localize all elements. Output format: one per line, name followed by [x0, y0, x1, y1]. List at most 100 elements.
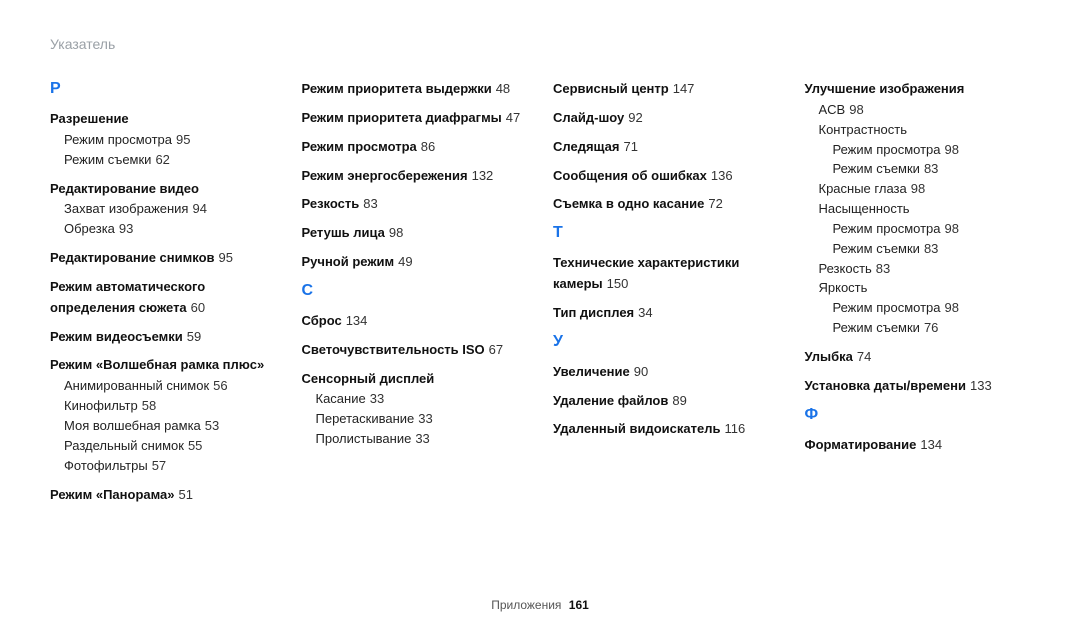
sub-entry-title: Яркость [805, 279, 1031, 298]
sub-entry: Моя волшебная рамка53 [50, 417, 276, 436]
entry-touch-display: Сенсорный дисплей Касание33 Перетаскиван… [302, 370, 528, 449]
index-columns: Р Разрешение Режим просмотра95 Режим съе… [50, 80, 1030, 514]
entry-line: определения сюжета60 [50, 299, 276, 318]
entry-line: Редактирование снимков95 [50, 249, 276, 268]
column-1: Р Разрешение Режим просмотра95 Режим съе… [50, 80, 276, 514]
sub-entry: Режим просмотра95 [50, 131, 276, 150]
entry-line: Режим приоритета диафрагмы47 [302, 109, 528, 128]
entry: Ретушь лица98 [302, 224, 528, 243]
entry-line: Форматирование134 [805, 436, 1031, 455]
entry-line: Сброс134 [302, 312, 528, 331]
entry: Сообщения об ошибках136 [553, 167, 779, 186]
section-letter-r: Р [50, 80, 276, 98]
entry-line: Светочувствительность ISO67 [302, 341, 528, 360]
sub-entry-title: Насыщенность [805, 200, 1031, 219]
page-header: Указатель [50, 36, 1030, 52]
entry-resolution: Разрешение Режим просмотра95 Режим съемк… [50, 110, 276, 170]
entry-video-edit: Редактирование видео Захват изображения9… [50, 180, 276, 240]
entry: Режим энергосбережения132 [302, 167, 528, 186]
sub-entry: Захват изображения94 [50, 200, 276, 219]
entry-title: Режим «Волшебная рамка плюс» [50, 356, 276, 375]
page-footer: Приложения 161 [0, 598, 1080, 612]
entry: Режим приоритета выдержки48 [302, 80, 528, 99]
entry-line: Удаленный видоискатель116 [553, 420, 779, 439]
sub-entry: Режим съемки62 [50, 151, 276, 170]
entry-title: Сенсорный дисплей [302, 370, 528, 389]
sub-entry: Фотофильтры57 [50, 457, 276, 476]
entry: Режим приоритета диафрагмы47 [302, 109, 528, 128]
entry-reset: Сброс134 [302, 312, 528, 331]
entry-line: Установка даты/времени133 [805, 377, 1031, 396]
entry-magic-frame: Режим «Волшебная рамка плюс» Анимированн… [50, 356, 276, 475]
entry-zoom: Увеличение90 [553, 363, 779, 382]
entry-specs: Технические характеристики камеры150 [553, 254, 779, 294]
column-2: Режим приоритета выдержки48 Режим приори… [302, 80, 528, 514]
sub-sub-entry: Режим съемки83 [805, 240, 1031, 259]
entry-line: Режим приоритета выдержки48 [302, 80, 528, 99]
entry: Следящая71 [553, 138, 779, 157]
footer-page-number: 161 [569, 598, 589, 612]
column-4: Улучшение изображения ACB98 Контрастност… [805, 80, 1031, 514]
section-letter-f: Ф [805, 406, 1031, 424]
section-letter-s: С [302, 282, 528, 300]
entry-auto-scene: Режим автоматического определения сюжета… [50, 278, 276, 318]
entry-line: Режим видеосъемки59 [50, 328, 276, 347]
entry: Резкость83 [302, 195, 528, 214]
entry: Сервисный центр147 [553, 80, 779, 99]
sub-sub-entry: Режим просмотра98 [805, 141, 1031, 160]
footer-section: Приложения [491, 598, 561, 612]
entry-line: Тип дисплея34 [553, 304, 779, 323]
entry: Ручной режим49 [302, 253, 528, 272]
sub-entry: Перетаскивание33 [302, 410, 528, 429]
sub-entry: Раздельный снимок55 [50, 437, 276, 456]
sub-sub-entry: Режим съемки76 [805, 319, 1031, 338]
sub-entry-title: Контрастность [805, 121, 1031, 140]
entry-line: Слайд-шоу92 [553, 109, 779, 128]
entry-title: Улучшение изображения [805, 80, 1031, 99]
entry: Режим просмотра86 [302, 138, 528, 157]
sub-entry: Касание33 [302, 390, 528, 409]
entry-format: Форматирование134 [805, 436, 1031, 455]
entry-photo-edit: Редактирование снимков95 [50, 249, 276, 268]
entry-line: Технические характеристики [553, 254, 779, 273]
entry-line: Режим просмотра86 [302, 138, 528, 157]
entry-display-type: Тип дисплея34 [553, 304, 779, 323]
section-letter-u: У [553, 333, 779, 351]
entry-line: Увеличение90 [553, 363, 779, 382]
entry-line: Сервисный центр147 [553, 80, 779, 99]
entry-panorama: Режим «Панорама»51 [50, 486, 276, 505]
entry-line: Сообщения об ошибках136 [553, 167, 779, 186]
sub-sub-entry: Режим съемки83 [805, 160, 1031, 179]
entry-video-mode: Режим видеосъемки59 [50, 328, 276, 347]
entry-datetime: Установка даты/времени133 [805, 377, 1031, 396]
sub-entry: Кинофильтр58 [50, 397, 276, 416]
sub-entry: Резкость83 [805, 260, 1031, 279]
entry-line: камеры150 [553, 275, 779, 294]
page: Указатель Р Разрешение Режим просмотра95… [0, 0, 1080, 514]
entry-line: Удаление файлов89 [553, 392, 779, 411]
entry-remote-vf: Удаленный видоискатель116 [553, 420, 779, 439]
entry-line: Улыбка74 [805, 348, 1031, 367]
sub-sub-entry: Режим просмотра98 [805, 220, 1031, 239]
entry-title: Редактирование видео [50, 180, 276, 199]
entry-line: Следящая71 [553, 138, 779, 157]
entry-line: Режим автоматического [50, 278, 276, 297]
entry-smile: Улыбка74 [805, 348, 1031, 367]
entry-line: Ретушь лица98 [302, 224, 528, 243]
sub-entry: Обрезка93 [50, 220, 276, 239]
sub-entry: Пролистывание33 [302, 430, 528, 449]
entry-iso: Светочувствительность ISO67 [302, 341, 528, 360]
entry: Слайд-шоу92 [553, 109, 779, 128]
entry-line: Режим «Панорама»51 [50, 486, 276, 505]
column-3: Сервисный центр147 Слайд-шоу92 Следящая7… [553, 80, 779, 514]
sub-entry: Красные глаза98 [805, 180, 1031, 199]
entry-line: Режим энергосбережения132 [302, 167, 528, 186]
sub-entry: ACB98 [805, 101, 1031, 120]
entry-delete: Удаление файлов89 [553, 392, 779, 411]
entry-line: Съемка в одно касание72 [553, 195, 779, 214]
entry-image-enhance: Улучшение изображения ACB98 Контрастност… [805, 80, 1031, 338]
sub-entry: Анимированный снимок56 [50, 377, 276, 396]
entry: Съемка в одно касание72 [553, 195, 779, 214]
entry-line: Ручной режим49 [302, 253, 528, 272]
entry-title: Разрешение [50, 110, 276, 129]
